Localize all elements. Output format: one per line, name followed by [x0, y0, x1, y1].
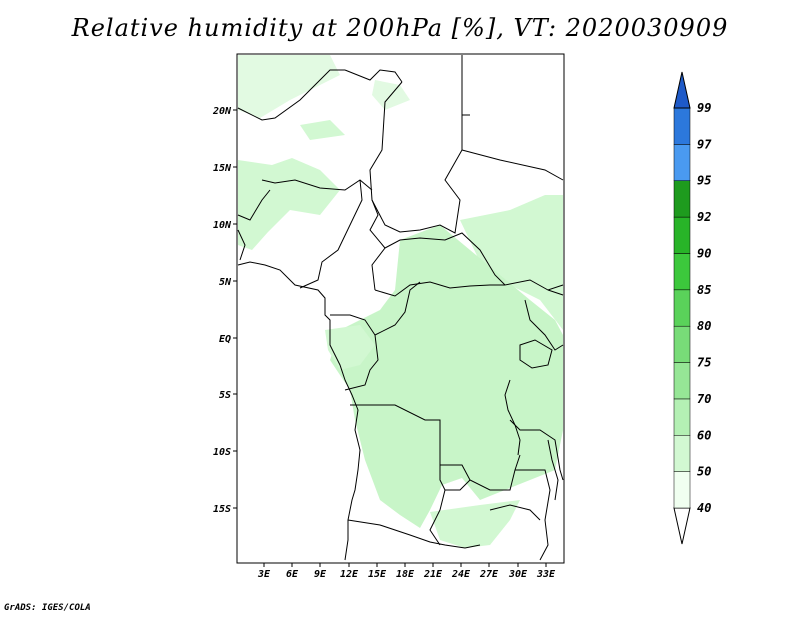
border-west-africa	[237, 189, 271, 261]
border-sudan-east	[461, 149, 564, 296]
colorbar-segment	[673, 253, 691, 291]
colorbar-segment	[673, 180, 691, 218]
lon-label-33e: 33E	[536, 569, 556, 580]
lon-label-27e: 27E	[479, 569, 499, 580]
border-lake-tanganyika	[504, 379, 521, 456]
lat-axis: 20N 15N 10N 5N EQ 5S 10S 15S	[212, 106, 237, 515]
border-libya-sudan	[461, 55, 470, 116]
colorbar-lower-extension	[673, 507, 691, 545]
colorbar-label: 80	[697, 319, 711, 333]
country-borders	[237, 55, 564, 561]
colorbar-segment	[673, 216, 691, 254]
humidity-region-north2	[300, 120, 345, 140]
lat-label-eq: EQ	[219, 334, 231, 345]
border-namibia	[347, 519, 481, 549]
border-tanzania	[509, 419, 564, 481]
border-lake-victoria	[519, 339, 553, 369]
humidity-region-north	[238, 55, 340, 118]
border-nigeria-cameroon	[299, 179, 363, 289]
lat-label-10s: 10S	[213, 447, 231, 458]
colorbar-label: 40	[697, 501, 711, 515]
colorbar-segment	[673, 471, 691, 509]
colorbar-segment	[673, 107, 691, 145]
border-chad-east	[369, 81, 463, 234]
humidity-region-central	[330, 225, 563, 528]
colorbar-label: 90	[697, 246, 711, 260]
colorbar-segment	[673, 144, 691, 181]
border-cameroon-chad	[369, 199, 386, 291]
lat-label-5n: 5N	[219, 277, 232, 288]
colorbar-label: 70	[697, 392, 711, 406]
border-uganda-kenya	[524, 299, 564, 351]
lat-label-15n: 15N	[213, 163, 232, 174]
lat-label-20n: 20N	[212, 106, 232, 117]
border-west-coast	[237, 261, 361, 561]
colorbar-label: 75	[697, 356, 711, 370]
colorbar-segment	[673, 435, 691, 472]
colorbar-label: 95	[697, 174, 711, 188]
lon-label-3e: 3E	[257, 569, 271, 580]
lon-axis: 3E 6E 9E 12E 15E 18E 21E 24E 27E 30E 33E	[257, 563, 556, 580]
lon-label-6e: 6E	[286, 569, 299, 580]
lon-label-12e: 12E	[340, 569, 359, 580]
lat-label-15s: 15S	[213, 504, 231, 515]
border-drc-angola	[350, 404, 521, 491]
border-car	[384, 232, 564, 291]
border-mozambique	[515, 469, 551, 561]
colorbar-segment	[673, 362, 691, 400]
lon-label-21e: 21E	[423, 569, 443, 580]
colorbar-label: 60	[697, 428, 711, 442]
colorbar-segment	[673, 398, 691, 436]
humidity-fill	[238, 55, 563, 548]
lon-label-24e: 24E	[451, 569, 471, 580]
colorbar: 40 50 60 70 75 80 85 90 92 95 97 99	[673, 71, 712, 545]
lat-label-10n: 10N	[213, 220, 232, 231]
border-algeria-niger	[237, 69, 345, 121]
border-gabon-congo	[330, 314, 379, 391]
border-zimbabwe	[489, 504, 541, 521]
map-frame	[236, 53, 565, 564]
map-title: Relative humidity at 200hPa [%], VT: 202…	[71, 14, 729, 42]
border-lake-malawi	[547, 439, 559, 501]
colorbar-label: 92	[697, 210, 711, 224]
colorbar-segment	[673, 325, 691, 363]
humidity-region-northwest	[238, 158, 340, 250]
border-car-south	[374, 281, 505, 297]
humidity-region-south	[430, 500, 520, 548]
border-zambia-south	[429, 489, 446, 546]
border-drc-congo	[374, 281, 421, 336]
lon-label-30e: 30E	[508, 569, 528, 580]
colorbar-segment	[673, 289, 691, 327]
colorbar-label: 97	[697, 137, 712, 151]
lon-label-15e: 15E	[368, 569, 387, 580]
colorbar-label: 85	[697, 283, 711, 297]
lon-label-18e: 18E	[396, 569, 415, 580]
colorbar-label: 99	[697, 101, 711, 115]
lon-label-9e: 9E	[314, 569, 327, 580]
lat-label-5s: 5S	[219, 390, 231, 401]
credit-label: GrADS: IGES/COLA	[4, 603, 91, 613]
colorbar-label: 50	[697, 465, 711, 479]
humidity-region-west-coast	[325, 325, 375, 370]
humidity-region-east	[460, 195, 563, 330]
colorbar-upper-extension	[673, 71, 691, 109]
border-libya-niger	[344, 69, 403, 83]
